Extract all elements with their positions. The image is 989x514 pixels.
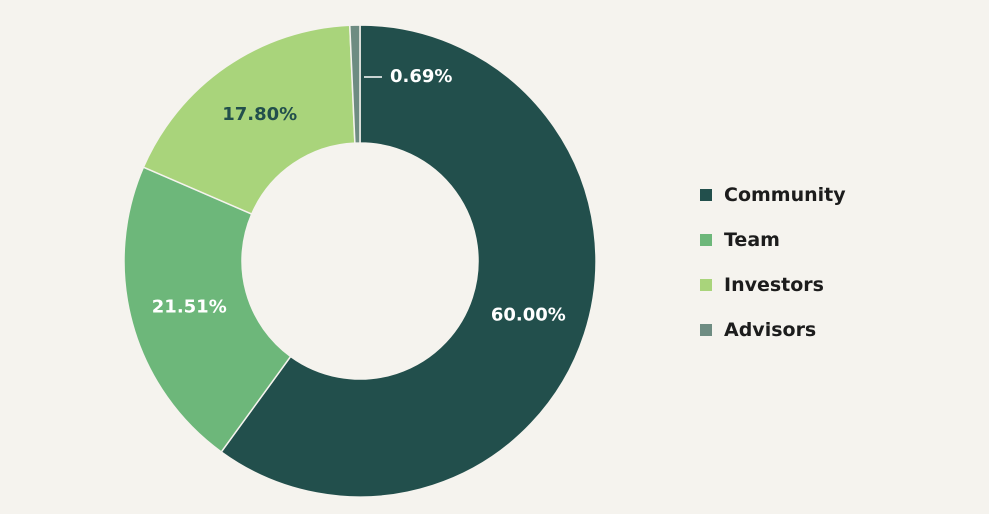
data-label-team: 21.51% bbox=[152, 297, 227, 318]
legend-swatch-community bbox=[700, 188, 712, 201]
slice-community bbox=[220, 24, 597, 498]
slice-advisors bbox=[348, 24, 361, 144]
data-label-advisors: 0.69% bbox=[390, 66, 452, 87]
legend-swatch-team bbox=[700, 233, 712, 246]
legend-label-advisors: Advisors bbox=[724, 318, 817, 341]
data-label-investors: 17.80% bbox=[222, 104, 297, 125]
legend-label-community: Community bbox=[724, 183, 846, 206]
legend-item-community: Community bbox=[700, 172, 846, 217]
legend-item-investors: Investors bbox=[700, 262, 846, 307]
legend-item-advisors: Advisors bbox=[700, 307, 846, 352]
legend-swatch-investors bbox=[700, 278, 712, 291]
slices-group bbox=[123, 24, 597, 498]
legend-swatch-advisors bbox=[700, 323, 712, 336]
slice-team bbox=[123, 166, 292, 453]
legend-label-team: Team bbox=[724, 228, 780, 251]
data-label-community: 60.00% bbox=[491, 305, 566, 326]
slice-investors bbox=[142, 24, 356, 216]
legend-item-team: Team bbox=[700, 217, 846, 262]
data-labels-group: 60.00% 21.51% 17.80% 0.69% bbox=[152, 66, 566, 326]
legend-label-investors: Investors bbox=[724, 273, 824, 296]
legend: Community Team Investors Advisors bbox=[700, 172, 846, 352]
